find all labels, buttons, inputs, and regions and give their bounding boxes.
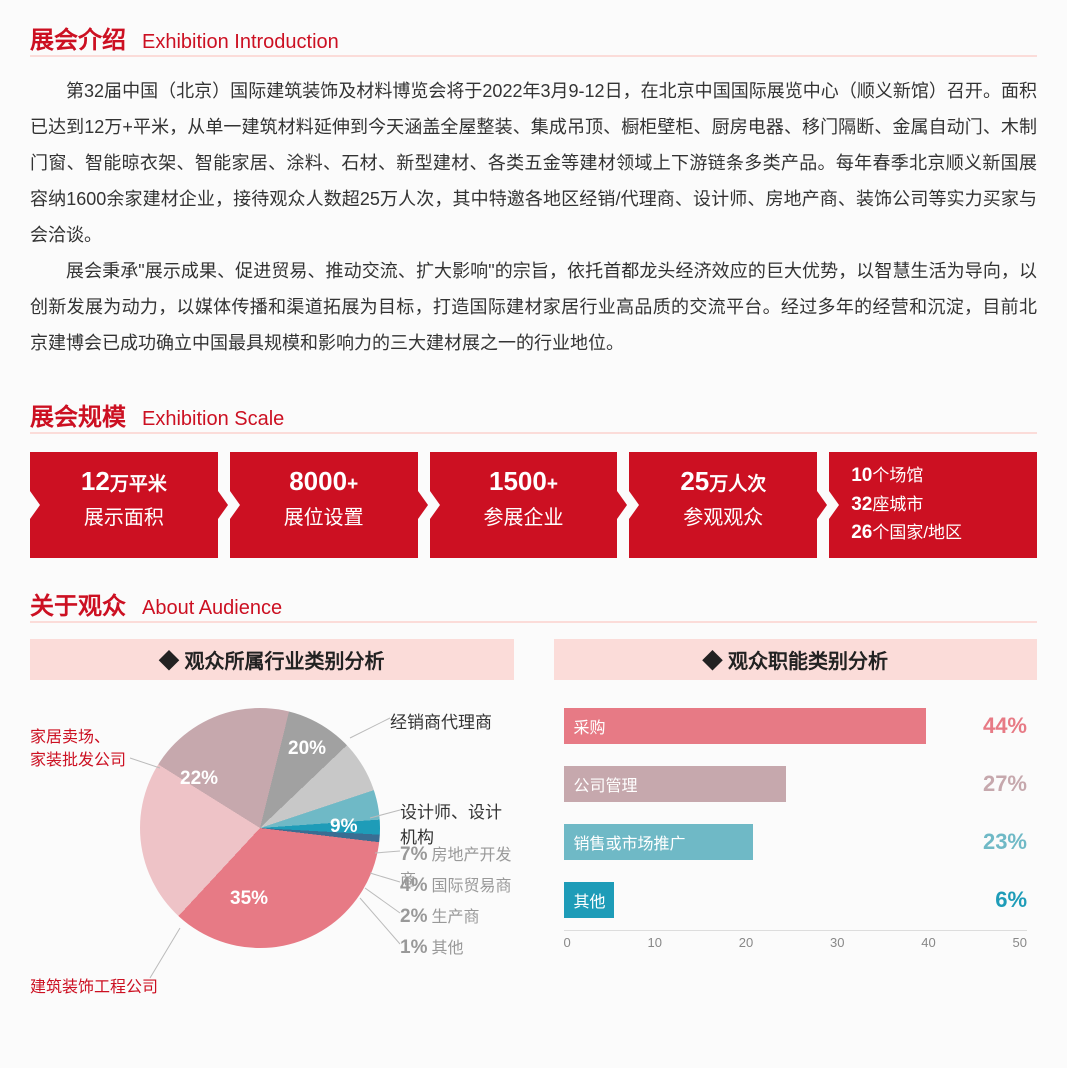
stat-card: 25万人次参观观众	[629, 452, 817, 558]
intro-title-en: Exhibition Introduction	[142, 31, 339, 54]
pie-ext-label: 经销商代理商	[390, 708, 492, 733]
bar-title: ◆ 观众职能类别分析	[554, 639, 1038, 680]
bar-row: 采购44%	[564, 708, 1028, 744]
scale-title-cn: 展会规模	[30, 397, 126, 432]
stat-card: 1500+参展企业	[430, 452, 618, 558]
pie-ext-label: 建筑装饰工程公司	[30, 973, 158, 997]
scale-heading: 展会规模 Exhibition Scale	[30, 397, 1037, 434]
pie-ext-label: 家居卖场、	[30, 723, 110, 747]
pie-slice-pct: 22%	[180, 768, 218, 790]
pie-slice-pct: 9%	[330, 816, 357, 838]
pie-slice-pct: 20%	[288, 738, 326, 760]
audience-heading: 关于观众 About Audience	[30, 586, 1037, 623]
aud-title-cn: 关于观众	[30, 586, 126, 621]
intro-p2: 展会秉承"展示成果、促进贸易、推动交流、扩大影响"的宗旨，依托首都龙头经济效应的…	[30, 253, 1037, 361]
bar-row: 销售或市场推广23%	[564, 824, 1028, 860]
bar-axis: 01020304050	[564, 930, 1028, 950]
scale-title-en: Exhibition Scale	[142, 408, 284, 431]
pie-ext-label: 1%其他	[400, 934, 463, 959]
pie-chart-col: ◆ 观众所属行业类别分析 20%9%35%22%经销商代理商设计师、设计机构7%…	[30, 639, 514, 1028]
stat-card: 12万平米展示面积	[30, 452, 218, 558]
bar-chart: 采购44% 公司管理27% 销售或市场推广23% 其他6% 01020304050	[554, 708, 1038, 950]
intro-body: 第32届中国（北京）国际建筑装饰及材料博览会将于2022年3月9-12日，在北京…	[30, 73, 1037, 361]
intro-heading: 展会介绍 Exhibition Introduction	[30, 20, 1037, 57]
pie-chart: 20%9%35%22%经销商代理商设计师、设计机构7%房地产开发商4%国际贸易商…	[30, 698, 514, 1028]
bar-chart-col: ◆ 观众职能类别分析 采购44% 公司管理27% 销售或市场推广23% 其他6% 010…	[554, 639, 1038, 1028]
pie-ext-label: 2%生产商	[400, 903, 479, 928]
stats-row: 12万平米展示面积8000+展位设置1500+参展企业25万人次参观观众10个场…	[30, 452, 1037, 558]
pie-title: ◆ 观众所属行业类别分析	[30, 639, 514, 680]
stat-card: 8000+展位设置	[230, 452, 418, 558]
pie-ext-label: 家装批发公司	[30, 746, 126, 770]
pie-slice-pct: 35%	[230, 888, 268, 910]
intro-title-cn: 展会介绍	[30, 20, 126, 55]
stat-card-multi: 10个场馆32座城市26个国家/地区	[829, 452, 1037, 558]
pie-ext-label: 4%国际贸易商	[400, 872, 511, 897]
intro-p1: 第32届中国（北京）国际建筑装饰及材料博览会将于2022年3月9-12日，在北京…	[30, 73, 1037, 253]
bar-row: 其他6%	[564, 882, 1028, 918]
bar-row: 公司管理27%	[564, 766, 1028, 802]
aud-title-en: About Audience	[142, 597, 282, 620]
